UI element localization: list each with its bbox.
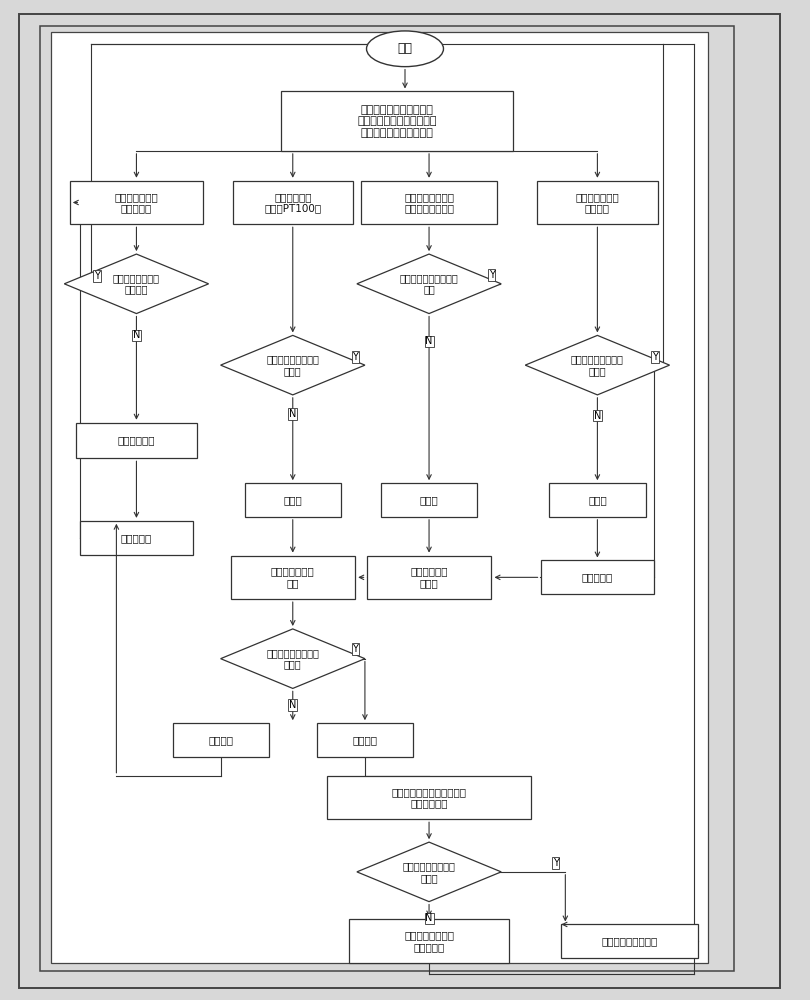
FancyBboxPatch shape (561, 924, 697, 958)
Text: 实际值与设定值是否相
同？: 实际值与设定值是否相 同？ (399, 273, 458, 295)
Text: 停止加热: 停止加热 (352, 735, 377, 745)
Text: N: N (133, 330, 140, 340)
Polygon shape (357, 254, 501, 314)
Text: 继续加热: 继续加热 (208, 735, 233, 745)
Text: 实际滚筒转速及方
向（霍尔传感器）: 实际滚筒转速及方 向（霍尔传感器） (404, 192, 454, 213)
FancyBboxPatch shape (537, 181, 658, 224)
Text: 开始: 开始 (398, 42, 412, 55)
FancyBboxPatch shape (245, 483, 341, 517)
Bar (51, 32, 708, 963)
Text: 加热丝功率: 加热丝功率 (121, 533, 152, 543)
Text: 变频器: 变频器 (420, 495, 438, 505)
Text: N: N (425, 913, 433, 923)
Text: 设定各因素程序参数目标
值：加热丝功率、桶内最高
温度、转速及方向、风量: 设定各因素程序参数目标 值：加热丝功率、桶内最高 温度、转速及方向、风量 (357, 105, 437, 138)
FancyBboxPatch shape (367, 556, 491, 599)
Text: Y: Y (652, 352, 658, 362)
Text: 实际值与设定值是否
相同？: 实际值与设定值是否 相同？ (266, 354, 319, 376)
FancyBboxPatch shape (70, 181, 202, 224)
FancyBboxPatch shape (173, 723, 269, 757)
Text: 变频器: 变频器 (588, 495, 607, 505)
Text: Y: Y (552, 858, 559, 868)
Text: N: N (289, 409, 296, 419)
Text: 是否停止加热丝
工作: 是否停止加热丝 工作 (271, 567, 314, 588)
Text: 实际加热丝功率
（焦耳计）: 实际加热丝功率 （焦耳计） (114, 192, 158, 213)
FancyBboxPatch shape (361, 181, 497, 224)
Text: 下一阶段设定目标值: 下一阶段设定目标值 (601, 936, 658, 946)
FancyBboxPatch shape (549, 483, 646, 517)
Text: Y: Y (352, 644, 358, 654)
FancyBboxPatch shape (541, 560, 654, 594)
Text: 根据织物重量变化判断是否
进入下一阶段: 根据织物重量变化判断是否 进入下一阶段 (391, 787, 467, 808)
FancyBboxPatch shape (80, 521, 193, 555)
Polygon shape (357, 842, 501, 902)
Text: 实际值与设定值是否
相同？: 实际值与设定值是否 相同？ (403, 861, 455, 883)
Bar (40, 26, 734, 971)
Text: Y: Y (488, 270, 495, 280)
Text: 带动滚筒转动
的电机: 带动滚筒转动 的电机 (411, 567, 448, 588)
FancyBboxPatch shape (232, 181, 353, 224)
FancyBboxPatch shape (317, 723, 413, 757)
Polygon shape (525, 335, 670, 395)
FancyBboxPatch shape (281, 91, 514, 151)
Text: 外接抽风机: 外接抽风机 (582, 572, 613, 582)
Text: 实际值与设定值是
否相同？: 实际值与设定值是 否相同？ (113, 273, 160, 295)
FancyBboxPatch shape (327, 776, 531, 819)
Text: Y: Y (94, 271, 100, 281)
Polygon shape (220, 335, 365, 395)
Text: 继电器: 继电器 (284, 495, 302, 505)
FancyBboxPatch shape (381, 483, 477, 517)
Text: N: N (425, 336, 433, 346)
Text: N: N (594, 411, 601, 421)
Text: 实际风量（风速
传感器）: 实际风量（风速 传感器） (576, 192, 620, 213)
FancyBboxPatch shape (349, 919, 509, 963)
Text: 实际值与设定值是否
相同？: 实际值与设定值是否 相同？ (266, 648, 319, 669)
Polygon shape (64, 254, 209, 314)
Text: N: N (289, 700, 296, 710)
Text: Y: Y (352, 352, 358, 362)
FancyBboxPatch shape (76, 423, 197, 458)
Ellipse shape (366, 31, 444, 67)
Text: 下位机按目前设定
值继续工作: 下位机按目前设定 值继续工作 (404, 930, 454, 952)
Polygon shape (220, 629, 365, 688)
Text: 数字式调压器: 数字式调压器 (117, 435, 156, 445)
FancyBboxPatch shape (231, 556, 355, 599)
Text: 实际值与设定值是否
相同？: 实际值与设定值是否 相同？ (571, 354, 624, 376)
Text: 实际桶内最高
温度（PT100）: 实际桶内最高 温度（PT100） (264, 192, 322, 213)
